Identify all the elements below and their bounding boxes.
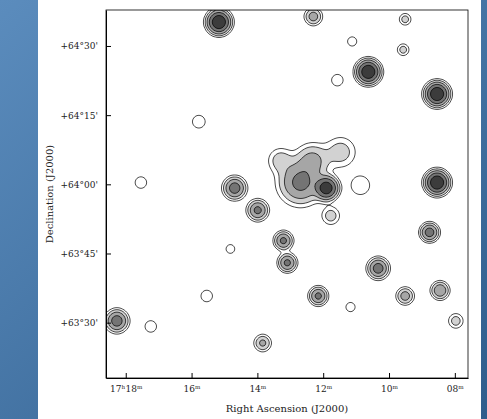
plot-frame bbox=[106, 10, 468, 378]
x-tick-mark bbox=[192, 373, 193, 378]
contour-level bbox=[106, 10, 460, 350]
x-axis-title: Right Ascension (J2000) bbox=[226, 403, 348, 414]
chart: 17ʰ18ᵐ 16ᵐ 14ᵐ 12ᵐ 10ᵐ 08ᵐ +64°30' +64°15' +64°0… bbox=[0, 0, 487, 419]
x-tick: 16ᵐ bbox=[184, 373, 201, 394]
y-tick-mark bbox=[106, 323, 111, 324]
y-tick-mark bbox=[106, 184, 111, 185]
x-tick-mark bbox=[257, 373, 258, 378]
x-tick: 17ʰ18ᵐ bbox=[110, 373, 143, 394]
x-tick-label: 08ᵐ bbox=[447, 384, 464, 394]
contour-level bbox=[106, 10, 463, 352]
y-tick: +64°30' bbox=[61, 41, 111, 51]
x-tick-mark bbox=[389, 373, 390, 378]
y-tick-label: +64°30' bbox=[61, 41, 98, 51]
slide-background bbox=[0, 0, 487, 419]
y-tick-mark bbox=[106, 115, 111, 116]
x-tick-label: 12ᵐ bbox=[315, 384, 332, 394]
y-tick-mark bbox=[106, 46, 111, 47]
x-tick: 14ᵐ bbox=[249, 373, 266, 394]
y-tick-mark bbox=[106, 253, 111, 254]
y-tick-label: +64°15' bbox=[61, 111, 98, 121]
y-tick: +64°00' bbox=[61, 180, 111, 190]
x-tick-label: 16ᵐ bbox=[184, 384, 201, 394]
x-tick-mark bbox=[455, 373, 456, 378]
panel-background bbox=[38, 0, 481, 419]
y-axis: +64°30' +64°15' +64°00' +63°45' +63°30' bbox=[61, 11, 111, 379]
y-axis-title: Declination (J2000) bbox=[44, 145, 55, 244]
y-tick: +63°30' bbox=[61, 318, 111, 328]
y-tick: +63°45' bbox=[61, 249, 111, 259]
x-tick-mark bbox=[126, 373, 127, 378]
contour-level bbox=[112, 12, 447, 326]
plot-area bbox=[106, 10, 463, 352]
x-tick: 10ᵐ bbox=[381, 373, 398, 394]
y-tick-label: +64°00' bbox=[61, 180, 98, 190]
contour-level bbox=[212, 15, 443, 193]
y-tick-label: +63°45' bbox=[61, 249, 98, 259]
x-tick-label: 17ʰ18ᵐ bbox=[110, 384, 143, 394]
x-tick-label: 10ᵐ bbox=[381, 384, 398, 394]
contour-level bbox=[108, 10, 449, 346]
x-tick: 12ᵐ bbox=[315, 373, 332, 394]
x-tick: 08ᵐ bbox=[447, 373, 464, 394]
y-tick: +64°15' bbox=[61, 111, 111, 121]
x-tick-mark bbox=[323, 373, 324, 378]
x-axis-line bbox=[107, 378, 469, 379]
y-tick-label: +63°30' bbox=[61, 318, 98, 328]
x-axis: 17ʰ18ᵐ 16ᵐ 14ᵐ 12ᵐ 10ᵐ 08ᵐ bbox=[107, 373, 469, 394]
x-tick-label: 14ᵐ bbox=[249, 384, 266, 394]
